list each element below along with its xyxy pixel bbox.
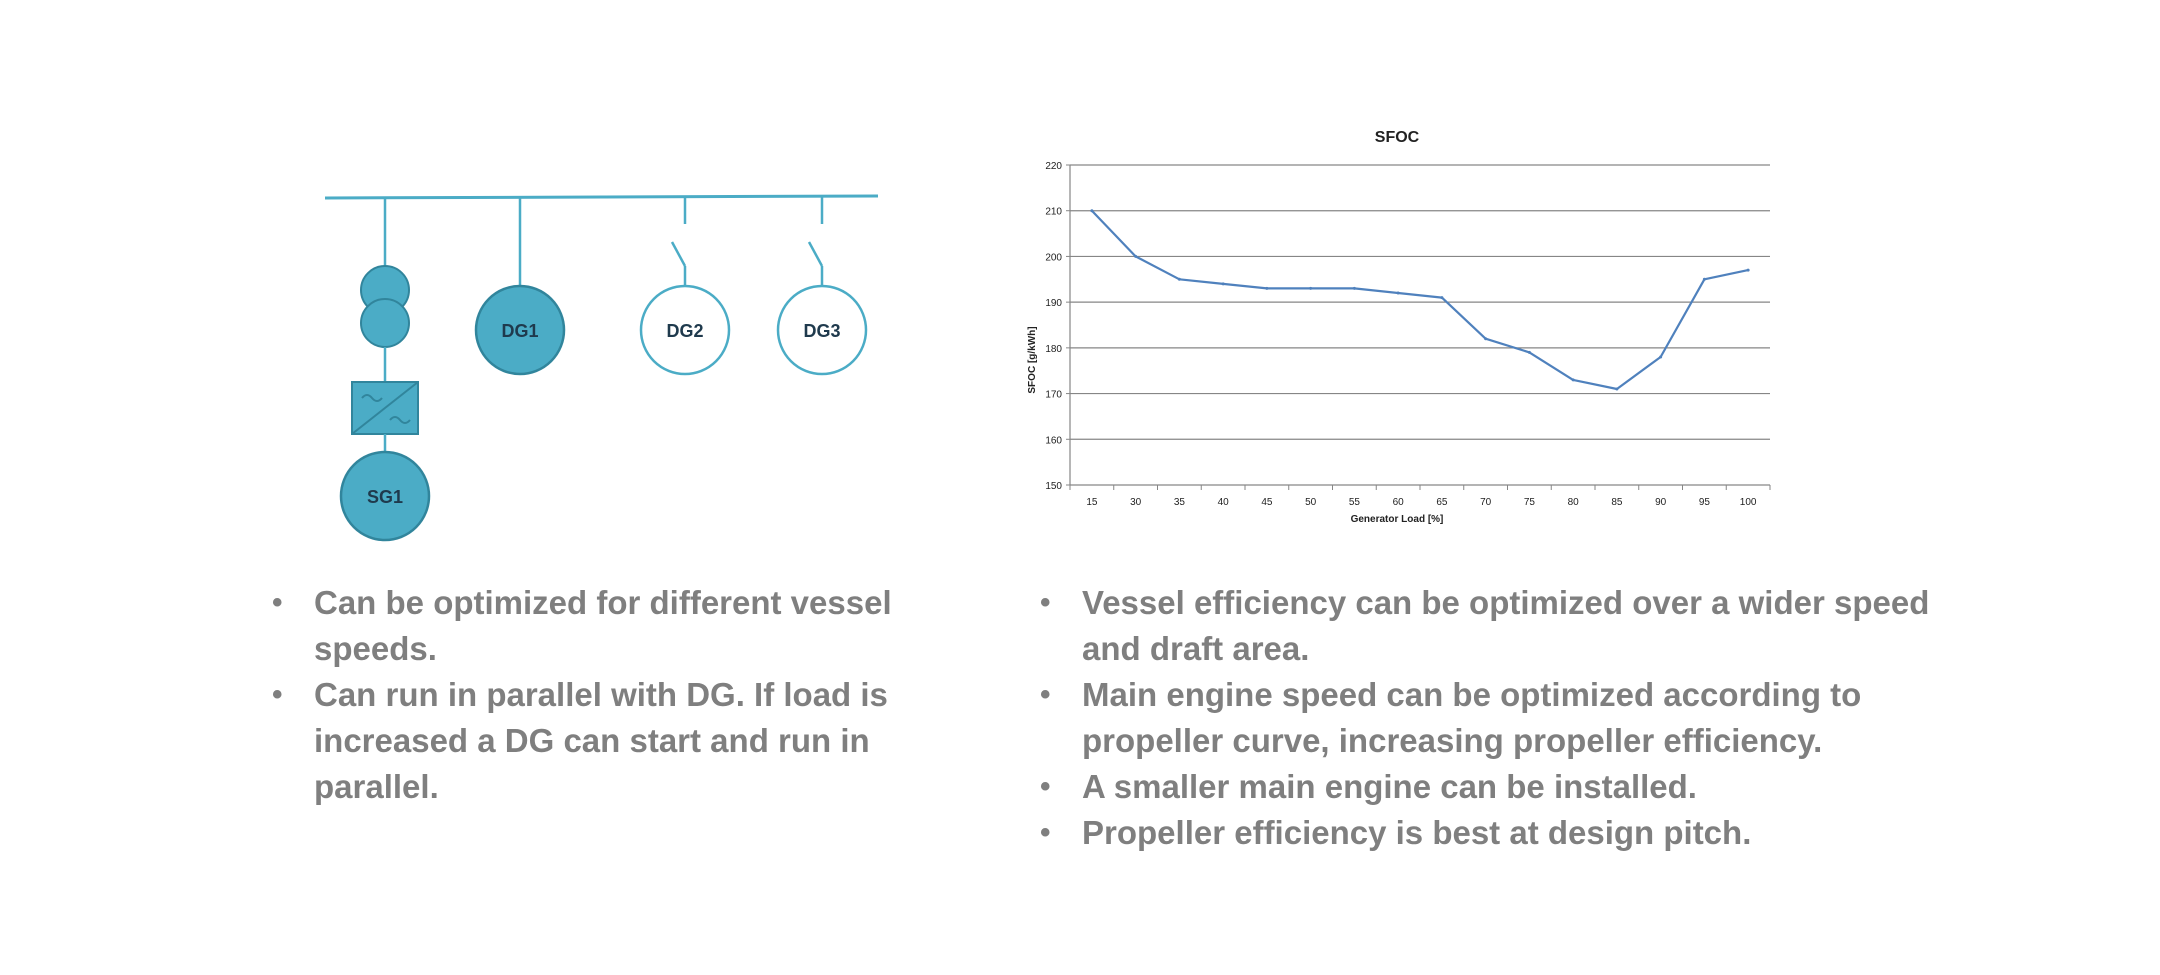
- y-tick-label: 170: [1045, 390, 1062, 401]
- dg1-generator-icon: [474, 284, 566, 376]
- bullet-item: A smaller main engine can be installed.: [1040, 764, 1960, 810]
- y-tick-label: 210: [1045, 207, 1062, 218]
- sfoc-chart: SFOC 150 160 170 180 190 200 210 220 15 30 35 40 45…: [1027, 129, 1771, 525]
- busbar: [324, 194, 879, 200]
- gridlines: [1070, 164, 1770, 440]
- data-point: [1090, 209, 1094, 213]
- x-tick-label: 70: [1480, 497, 1492, 508]
- data-point: [1177, 277, 1181, 281]
- data-point: [1352, 286, 1356, 290]
- dg3-label: DG3: [803, 321, 840, 341]
- frequency-converter-icon: [351, 381, 419, 435]
- data-point: [1484, 337, 1488, 341]
- bullet-item: Can run in parallel with DG. If load is …: [272, 672, 912, 810]
- axes: [1066, 164, 1771, 490]
- y-tick-labels: 150 160 170 180 190 200 210 220: [1045, 161, 1062, 492]
- bullets-left: Can be optimized for different vessel sp…: [272, 580, 912, 810]
- bullet-item: Propeller efficiency is best at design p…: [1040, 810, 1960, 856]
- series-sfoc: [1090, 209, 1750, 391]
- dg3-generator-icon: [776, 284, 868, 376]
- dg1-branch: DG1: [474, 198, 566, 376]
- data-point: [1746, 268, 1750, 272]
- bullet-item: Main engine speed can be optimized accor…: [1040, 672, 1960, 764]
- bullets-right: Vessel efficiency can be optimized over …: [1040, 580, 1960, 856]
- x-tick-label: 35: [1174, 497, 1186, 508]
- data-point: [1615, 387, 1619, 391]
- dg1-label: DG1: [501, 321, 538, 341]
- y-axis-label: SFOC [g/kWh]: [1027, 326, 1038, 393]
- electrical-diagram: SG1 DG1 DG2 DG3: [324, 194, 879, 542]
- x-tick-label: 100: [1740, 497, 1757, 508]
- sg1-generator-icon: [339, 450, 431, 542]
- x-tick-label: 85: [1611, 497, 1623, 508]
- y-tick-label: 150: [1045, 481, 1062, 492]
- x-tick-label: 45: [1261, 497, 1273, 508]
- data-point: [1309, 286, 1313, 290]
- bullet-item: Vessel efficiency can be optimized over …: [1040, 580, 1960, 672]
- y-tick-label: 160: [1045, 435, 1062, 446]
- shaft-generator-branch: SG1: [339, 198, 431, 542]
- x-tick-label: 65: [1436, 497, 1448, 508]
- sg1-label: SG1: [367, 487, 403, 507]
- dg2-generator-icon: [639, 284, 731, 376]
- x-tick-label: 75: [1524, 497, 1536, 508]
- data-point: [1396, 291, 1400, 295]
- data-point: [1659, 355, 1663, 359]
- data-point: [1702, 277, 1706, 281]
- data-point: [1221, 282, 1225, 286]
- y-tick-label: 190: [1045, 298, 1062, 309]
- bullet-item: Can be optimized for different vessel sp…: [272, 580, 912, 672]
- y-tick-label: 180: [1045, 344, 1062, 355]
- x-tick-label: 90: [1655, 497, 1667, 508]
- x-axis-label: Generator Load [%]: [1351, 514, 1444, 525]
- x-tick-label: 55: [1349, 497, 1361, 508]
- x-tick-labels: 15 30 35 40 45 50 55 60 65 70 75 80 85 90 95 100: [1086, 497, 1757, 508]
- data-point: [1440, 296, 1444, 300]
- x-tick-label: 50: [1305, 497, 1317, 508]
- y-tick-label: 200: [1045, 252, 1062, 263]
- transformer-icon: [360, 265, 410, 348]
- series-line: [1091, 209, 1749, 391]
- dg2-label: DG2: [666, 321, 703, 341]
- data-point: [1571, 378, 1575, 382]
- dg2-open-breaker-icon: [670, 241, 687, 267]
- y-tick-label: 220: [1045, 161, 1062, 172]
- x-tick-label: 15: [1086, 497, 1098, 508]
- data-point: [1265, 286, 1269, 290]
- dg2-branch: DG2: [639, 197, 731, 376]
- x-tick-label: 60: [1393, 497, 1405, 508]
- data-point: [1527, 350, 1531, 354]
- dg3-open-breaker-icon: [807, 241, 824, 267]
- data-point: [1134, 254, 1138, 258]
- x-tick-label: 95: [1699, 497, 1711, 508]
- dg3-branch: DG3: [776, 197, 868, 376]
- x-tick-label: 30: [1130, 497, 1142, 508]
- chart-title: SFOC: [1375, 129, 1420, 146]
- x-tick-label: 40: [1218, 497, 1230, 508]
- x-tick-label: 80: [1568, 497, 1580, 508]
